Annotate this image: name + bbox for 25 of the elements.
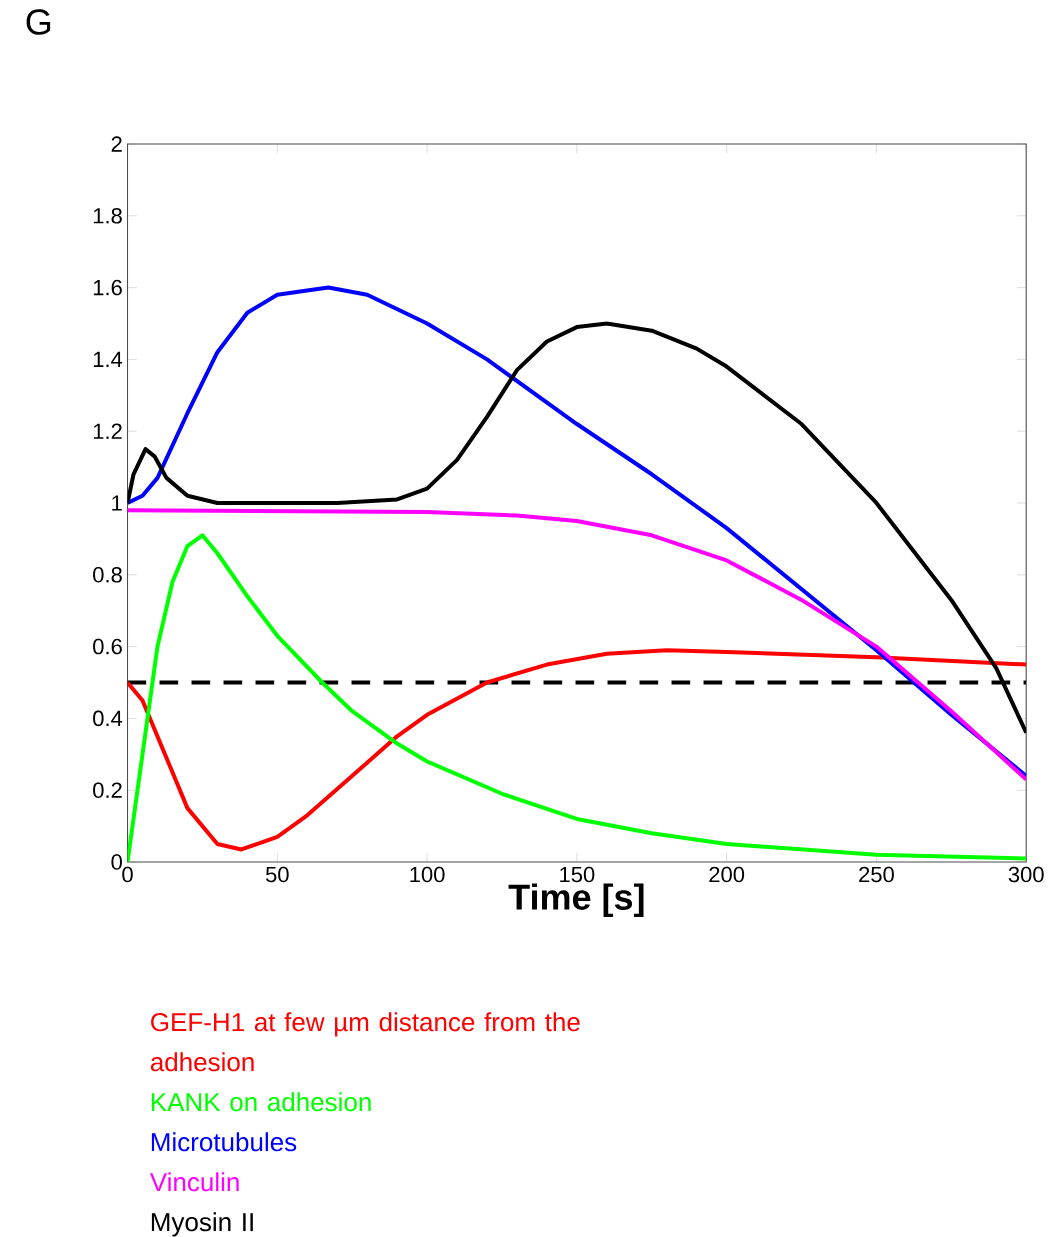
x-tick-label: 300 bbox=[1008, 866, 1044, 883]
y-tick-label: 0.2 bbox=[93, 782, 122, 798]
x-axis-title: Time [s] bbox=[508, 883, 644, 917]
y-tick-label: 1.6 bbox=[94, 279, 123, 296]
x-tick-label: 200 bbox=[709, 866, 745, 883]
x-tick-label: 150 bbox=[560, 866, 595, 883]
y-tick-label: 0 bbox=[111, 854, 123, 870]
x-tick-label: 100 bbox=[410, 866, 445, 883]
x-tick-label: 0 bbox=[122, 866, 134, 883]
y-tick-label: 2 bbox=[111, 136, 122, 152]
text: Myosin II bbox=[152, 1212, 254, 1237]
y-tick-label: 1.8 bbox=[94, 207, 123, 224]
y-tick-label: 0.6 bbox=[93, 638, 123, 655]
y-tick-label: 0.4 bbox=[93, 710, 123, 727]
y-tick-label: 1.2 bbox=[94, 423, 122, 439]
text: Microtubules bbox=[152, 1132, 297, 1152]
text: KANK on adhesion bbox=[152, 1092, 371, 1112]
chart-title: G bbox=[26, 9, 51, 35]
text: GEF-H1 at few µm distance from the adhesion bbox=[151, 1012, 580, 1072]
y-tick-label: 1.4 bbox=[94, 351, 123, 367]
x-tick-label: 250 bbox=[859, 866, 895, 883]
text: Vinculin bbox=[150, 1172, 239, 1192]
y-tick-label: 0.8 bbox=[93, 566, 123, 583]
y-tick-label: 1 bbox=[112, 495, 122, 511]
x-tick-label: 50 bbox=[266, 866, 289, 883]
